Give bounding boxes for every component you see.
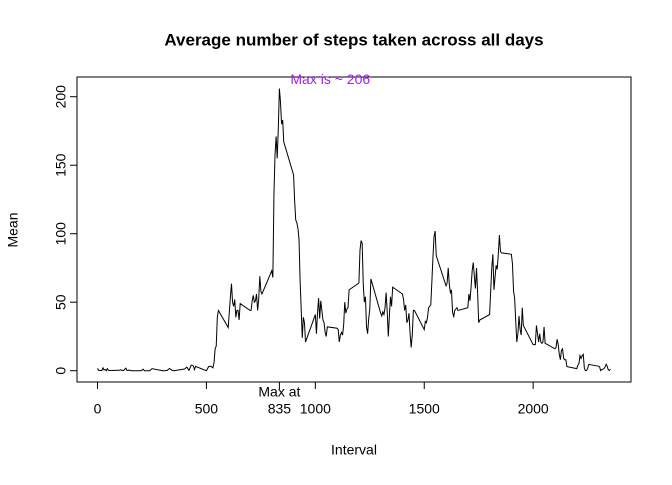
- y-tick-label: 200: [53, 85, 69, 109]
- y-tick-label: 100: [53, 222, 69, 246]
- x-tick-label: 2000: [518, 401, 549, 417]
- x-tick-label: 500: [195, 401, 219, 417]
- x-tick-label: 1000: [300, 401, 331, 417]
- x-tick-label: 1500: [409, 401, 440, 417]
- y-tick-label: 0: [53, 367, 69, 375]
- data-line: [97, 88, 611, 372]
- y-axis-label: Mean: [5, 212, 21, 247]
- y-tick-label: 150: [53, 153, 69, 177]
- x-axis-label: Interval: [331, 442, 377, 458]
- max-annotation: Max is ~ 206: [290, 71, 370, 87]
- chart-title: Average number of steps taken across all…: [164, 30, 543, 49]
- x-tick-label: 0: [94, 401, 102, 417]
- plot-box: [76, 76, 632, 383]
- max-label: Max at: [258, 384, 300, 400]
- y-tick-label: 50: [53, 294, 69, 310]
- x-tick-label: 835: [268, 401, 292, 417]
